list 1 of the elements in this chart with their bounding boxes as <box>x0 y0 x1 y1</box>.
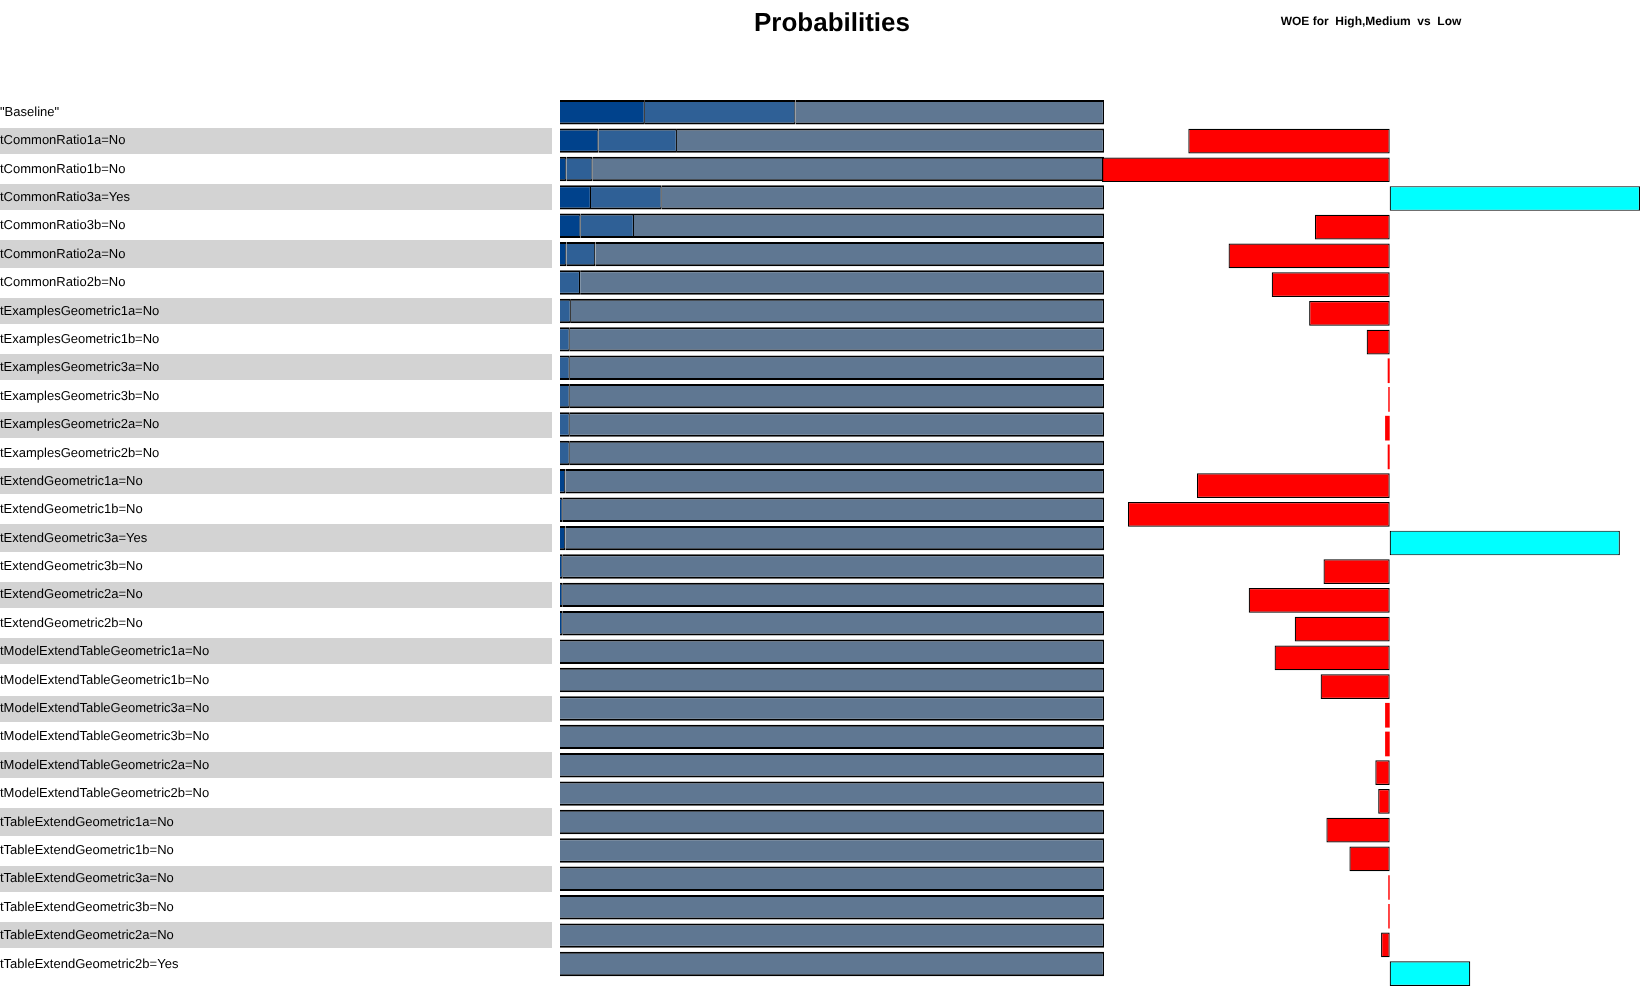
chart-title: Probabilities <box>753 7 911 38</box>
